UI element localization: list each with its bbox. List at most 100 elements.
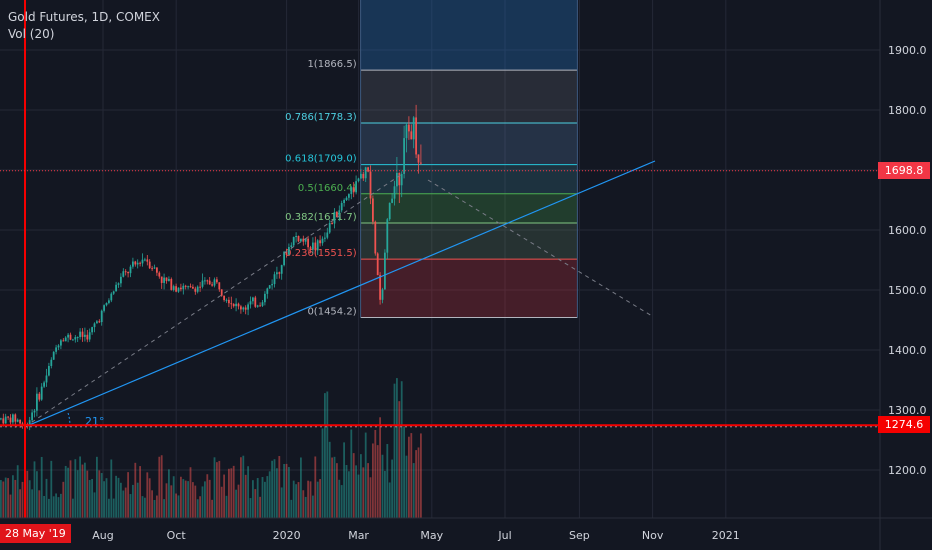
- volume-bar: [400, 381, 403, 518]
- volume-bar: [324, 393, 326, 518]
- trendline: [24, 160, 656, 428]
- volume-bar: [309, 481, 312, 518]
- candle-body: [357, 178, 360, 182]
- volume-bar: [321, 428, 324, 518]
- time-tick-label: Nov: [642, 529, 664, 542]
- candle-body: [331, 222, 333, 224]
- volume-bar: [120, 482, 122, 518]
- candle-body: [271, 284, 273, 286]
- time-tick-label: Sep: [569, 529, 590, 542]
- volume-bar: [93, 492, 96, 518]
- volume-bar: [64, 465, 67, 518]
- candle-body: [45, 375, 48, 383]
- candle-body: [297, 235, 300, 242]
- candle-body: [312, 242, 314, 250]
- volume-bar: [345, 464, 348, 518]
- candle-body: [196, 286, 199, 292]
- candle-body: [100, 310, 103, 323]
- fib-zone: [360, 123, 578, 165]
- candle-body: [244, 307, 247, 310]
- fib-zone: [360, 193, 578, 223]
- time-tick-label: May: [420, 529, 443, 542]
- volume-bar: [4, 477, 7, 518]
- candle-body: [290, 245, 293, 248]
- volume-bar: [242, 455, 245, 518]
- candle-body: [350, 187, 353, 195]
- candle-body: [16, 419, 19, 422]
- candle-body: [40, 386, 43, 400]
- volume-bar: [391, 459, 393, 518]
- candle-body: [348, 194, 350, 198]
- volume-bar: [52, 496, 55, 518]
- volume-bar: [261, 477, 264, 518]
- volume-bar: [81, 464, 84, 518]
- volume-bar: [340, 485, 343, 518]
- volume-bar: [415, 450, 417, 518]
- volume-bar: [420, 433, 422, 518]
- candle-body: [211, 284, 213, 286]
- volume-bar: [146, 472, 149, 518]
- candle-body: [76, 337, 79, 339]
- volume-bar: [96, 456, 98, 518]
- volume-bar: [292, 480, 295, 518]
- candle-body: [242, 307, 245, 310]
- candle-body: [165, 277, 168, 281]
- candle-body: [31, 412, 33, 421]
- fibonacci-retracement[interactable]: 1(1866.5) 0.786(1778.3) 0.618(1709.0) 0.5(1…: [285, 0, 578, 318]
- candle-body: [79, 331, 81, 338]
- volume-bar: [266, 476, 269, 518]
- time-tick-label: Oct: [167, 529, 187, 542]
- volume-bar: [264, 481, 266, 518]
- candle-body: [304, 238, 307, 242]
- candle-body: [81, 331, 84, 337]
- volume-bar: [271, 460, 273, 518]
- candle-body: [266, 288, 269, 294]
- volume-bar: [237, 484, 240, 518]
- volume-bars: [0, 378, 422, 518]
- candle-body: [309, 247, 312, 250]
- candle-body: [187, 286, 189, 288]
- candle-body: [9, 417, 12, 423]
- candle-body: [105, 302, 108, 306]
- candle-body: [7, 416, 9, 418]
- candle-body: [146, 259, 149, 262]
- volume-bar: [206, 474, 209, 518]
- time-tick-label: Jul: [497, 529, 511, 542]
- candle-body: [36, 393, 38, 411]
- volume-bar: [388, 482, 391, 518]
- candle-body: [252, 297, 254, 302]
- fib-extension-zone: [360, 0, 578, 71]
- cursor-date-tag: 28 May '19: [0, 524, 71, 543]
- fib-level-label: 0.786(1778.3): [285, 112, 357, 123]
- volume-bar: [7, 478, 9, 518]
- volume-bar: [134, 462, 137, 518]
- candle-body: [153, 267, 156, 269]
- candle-body: [96, 321, 98, 324]
- volume-bar: [410, 433, 413, 518]
- candle-body: [254, 297, 257, 307]
- candle-body: [292, 237, 295, 246]
- volume-bar: [189, 467, 192, 518]
- volume-bar: [26, 470, 29, 518]
- candle-body: [192, 286, 194, 289]
- dashed-projection-line: [427, 179, 653, 317]
- volume-bar: [153, 499, 156, 518]
- fib-level-label: 0.618(1709.0): [285, 154, 357, 165]
- candle-body: [144, 259, 146, 261]
- candle-body: [405, 124, 408, 139]
- volume-bar: [396, 378, 398, 518]
- candle-body: [57, 345, 60, 348]
- volume-bar: [79, 456, 81, 518]
- volume-indicator-label: Vol (20): [8, 27, 55, 41]
- volume-bar: [57, 497, 60, 518]
- candle-body: [326, 232, 329, 238]
- candle-body: [156, 267, 158, 273]
- candle-body: [2, 418, 5, 424]
- candle-body: [364, 167, 367, 179]
- volume-bar: [256, 478, 259, 518]
- volume-bar: [408, 436, 410, 518]
- candle-body: [91, 327, 93, 333]
- candle-body: [43, 382, 45, 387]
- drawing-lines[interactable]: 21°: [0, 0, 880, 518]
